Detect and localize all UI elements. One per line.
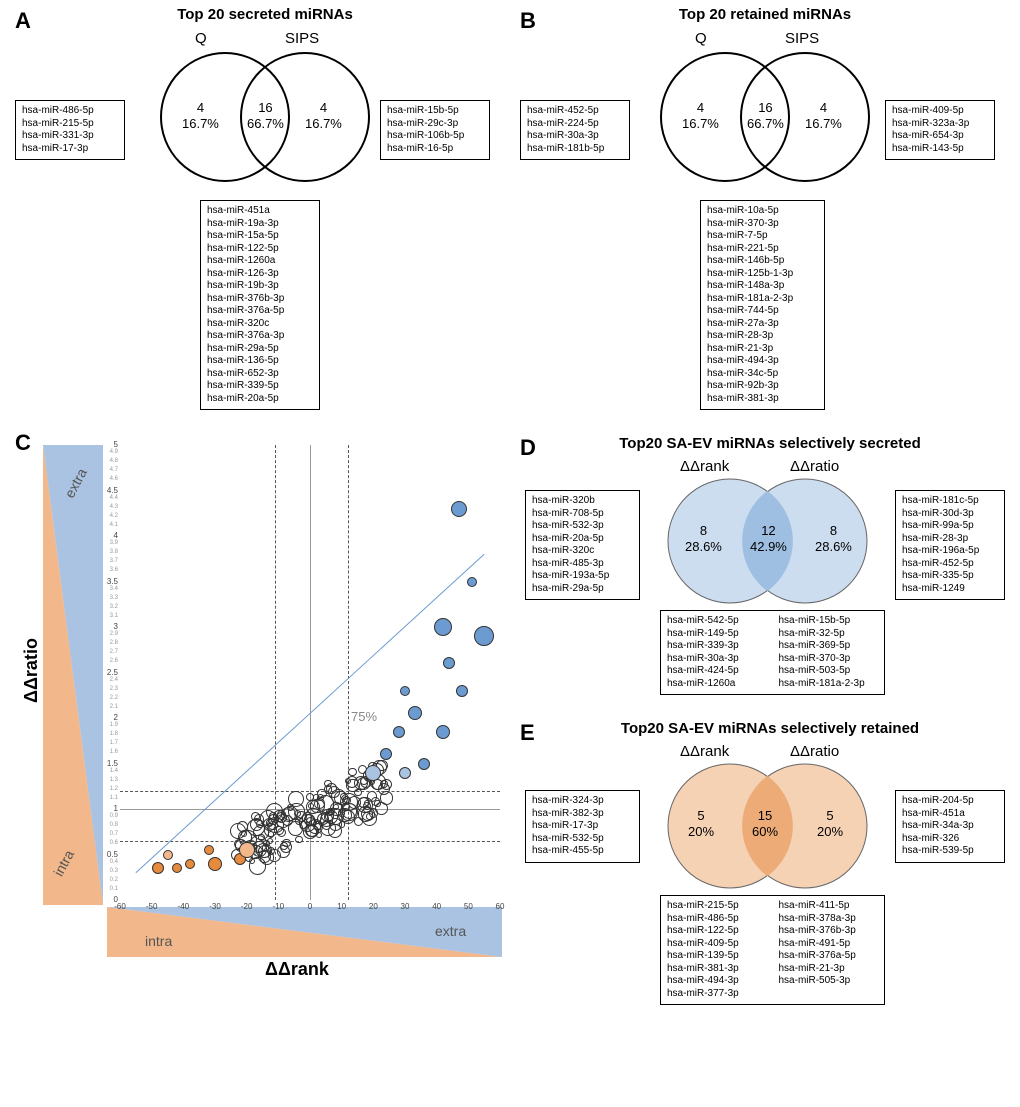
panel-b-venn: Q SIPS 416.7% 1666.7% 416.7% <box>650 30 880 190</box>
panel-c-scatter: 00.10.20.30.40.50.60.70.80.911.11.21.31.… <box>120 445 500 900</box>
panel-c-x-extra: extra <box>435 923 466 939</box>
panel-a-label: A <box>15 8 31 34</box>
panel-c-x-axis-label: ΔΔrank <box>265 959 329 980</box>
panel-a-mid-box: hsa-miR-451ahsa-miR-19a-3phsa-miR-15a-5p… <box>200 200 320 410</box>
panel-d-label: D <box>520 435 536 461</box>
panel-b-right-box: hsa-miR-409-5phsa-miR-323a-3phsa-miR-654… <box>885 100 995 160</box>
panel-a-title: Top 20 secreted miRNAs <box>135 6 395 23</box>
panel-e-mid-box: hsa-miR-215-5phsa-miR-486-5phsa-miR-122-… <box>660 895 885 1005</box>
panel-a-venn: Q SIPS 416.7% 1666.7% 416.7% <box>150 30 380 190</box>
panel-b-title: Top 20 retained miRNAs <box>635 6 895 23</box>
panel-a-set1: Q <box>195 30 207 47</box>
panel-e-left-box: hsa-miR-324-3phsa-miR-382-3phsa-miR-17-3… <box>525 790 640 863</box>
panel-c-y-axis-label: ΔΔratio <box>21 638 42 703</box>
panel-d-right-box: hsa-miR-181c-5phsa-miR-30d-3phsa-miR-99a… <box>895 490 1005 600</box>
panel-e-title: Top20 SA-EV miRNAs selectively retained <box>570 720 970 737</box>
panel-a-set2: SIPS <box>285 30 319 47</box>
panel-e-label: E <box>520 720 535 746</box>
panel-e-venn: ΔΔrank ΔΔratio 520% 1560% 520% <box>655 743 885 893</box>
panel-e-right-box: hsa-miR-204-5phsa-miR-451ahsa-miR-34a-3p… <box>895 790 1005 863</box>
panel-a-right-box: hsa-miR-15b-5phsa-miR-29c-3phsa-miR-106b… <box>380 100 490 160</box>
panel-c: extra intra ΔΔratio intra extra ΔΔrank 0… <box>15 445 505 975</box>
panel-d-title: Top20 SA-EV miRNAs selectively secreted <box>570 435 970 452</box>
panel-d-venn: ΔΔrank ΔΔratio 828.6% 1242.9% 828.6% <box>655 458 885 608</box>
panel-b-mid-box: hsa-miR-10a-5phsa-miR-370-3phsa-miR-7-5p… <box>700 200 825 410</box>
panel-a-left-box: hsa-miR-486-5phsa-miR-215-5phsa-miR-331-… <box>15 100 125 160</box>
panel-d-mid-box: hsa-miR-542-5phsa-miR-149-5phsa-miR-339-… <box>660 610 885 695</box>
panel-b-left-box: hsa-miR-452-5phsa-miR-224-5phsa-miR-30a-… <box>520 100 630 160</box>
panel-c-x-intra: intra <box>145 933 172 949</box>
panel-d-left-box: hsa-miR-320bhsa-miR-708-5phsa-miR-532-3p… <box>525 490 640 600</box>
panel-b-label: B <box>520 8 536 34</box>
